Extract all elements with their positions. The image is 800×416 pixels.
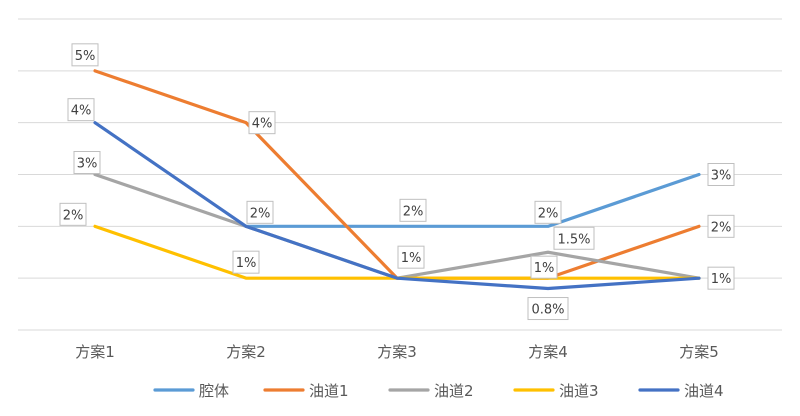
data-label-box <box>73 151 101 174</box>
data-label-box <box>246 200 274 224</box>
x-tick-label: 方案1 <box>75 343 115 361</box>
data-label-box <box>527 297 569 321</box>
data-label-box <box>232 250 260 274</box>
legend-label: 油道3 <box>559 382 599 400</box>
data-label: 1% <box>401 251 422 266</box>
legend-label: 油道4 <box>684 382 724 400</box>
data-label-box <box>67 98 95 122</box>
series-line-油道3 <box>93 224 701 280</box>
data-label-box <box>397 245 425 269</box>
data-label: 3% <box>77 157 98 172</box>
data-label-box <box>534 200 562 224</box>
data-label: 0.8% <box>531 303 564 318</box>
x-tick-label: 方案3 <box>377 343 417 361</box>
data-label: 1.5% <box>557 232 590 247</box>
data-label: 4% <box>71 104 92 119</box>
data-label: 4% <box>252 117 273 132</box>
data-label: 3% <box>711 169 732 184</box>
data-label-box <box>707 266 735 290</box>
data-label: 2% <box>538 206 559 221</box>
data-label-box <box>71 43 99 67</box>
data-label: 1% <box>711 272 732 287</box>
data-label-box <box>530 255 558 279</box>
data-label: 1% <box>236 256 257 271</box>
legend-label: 油道1 <box>309 382 349 400</box>
data-label-box <box>59 202 87 226</box>
data-label-box <box>248 111 276 135</box>
data-label: 2% <box>403 204 424 219</box>
data-label-box <box>707 163 735 186</box>
series-line-腔体 <box>244 172 701 228</box>
data-label: 5% <box>75 49 96 64</box>
data-label: 2% <box>250 206 271 221</box>
data-label: 1% <box>534 261 555 276</box>
x-tick-label: 方案2 <box>226 343 266 361</box>
data-label-box <box>399 198 427 222</box>
x-tick-label: 方案4 <box>528 343 568 361</box>
data-label-box <box>553 226 595 250</box>
data-label: 2% <box>63 208 84 223</box>
legend-label: 油道2 <box>434 382 474 400</box>
data-label-box <box>707 214 735 238</box>
series-line-油道4 <box>93 121 701 291</box>
legend-label: 腔体 <box>199 382 229 400</box>
data-label: 2% <box>711 220 732 235</box>
x-tick-label: 方案5 <box>679 343 719 361</box>
